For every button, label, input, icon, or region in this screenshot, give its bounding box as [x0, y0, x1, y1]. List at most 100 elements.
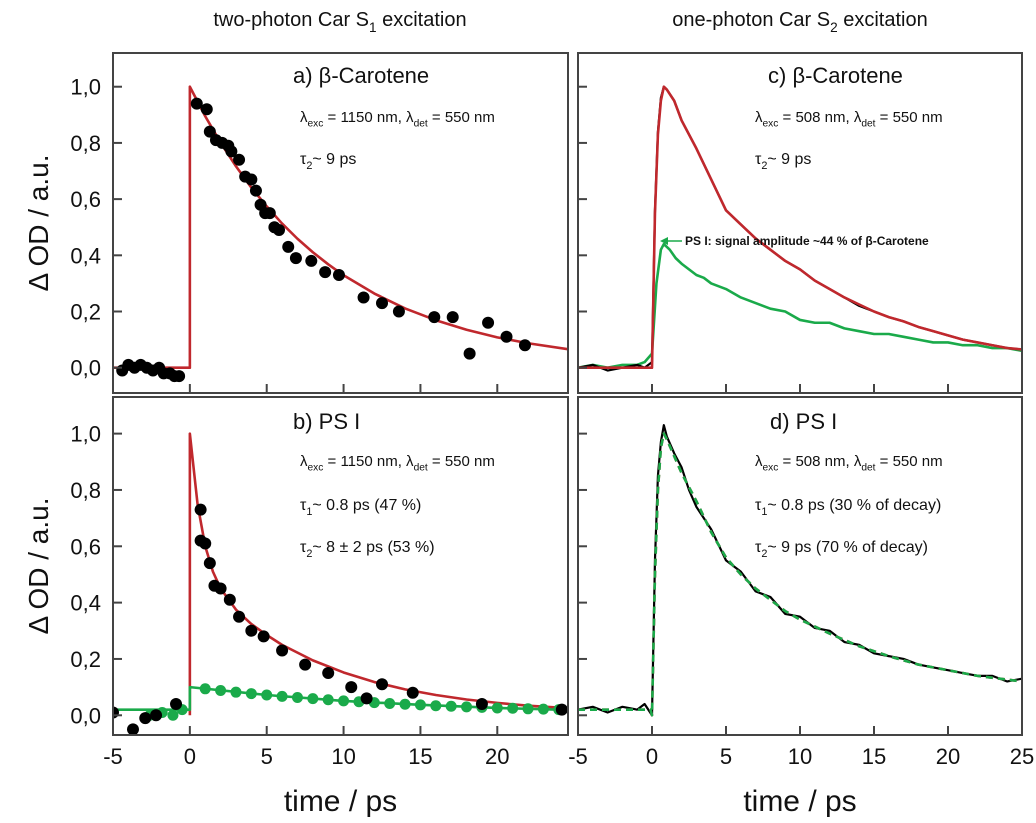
data-point [322, 667, 335, 680]
x-axis-label: time / ps [743, 785, 856, 818]
x-tick-label: 20 [485, 744, 509, 769]
panel-title: c) β-Carotene [768, 63, 903, 88]
data-point [537, 703, 549, 715]
annotation-part: exc [763, 119, 779, 130]
data-point [307, 693, 319, 705]
annotation-part: = 550 nm [428, 453, 495, 470]
annotation-part: λ [300, 453, 308, 470]
panel-title: b) PS I [293, 409, 360, 434]
data-point [482, 316, 495, 329]
annotation-part: = 550 nm [876, 109, 943, 126]
data-point [249, 184, 262, 197]
annotation: τ2~ 8 ± 2 ps (53 %) [300, 539, 435, 560]
data-point [230, 686, 242, 698]
data-point [214, 582, 227, 595]
callout: PS I: signal amplitude ~44 % of β-Carote… [685, 234, 929, 248]
data-point [233, 153, 246, 166]
data-point [428, 311, 441, 324]
data-point [376, 678, 389, 691]
y-tick-label: 0,8 [70, 131, 101, 156]
annotation-part: ~ 0.8 ps (47 %) [312, 497, 421, 514]
annotation-part: = 1150 nm, λ [323, 109, 414, 126]
column-title-part: two-photon Car S [213, 9, 369, 31]
y-axis-label: Δ OD / a.u. [23, 498, 54, 635]
y-tick-label: 0,8 [70, 478, 101, 503]
data-point [322, 694, 334, 706]
annotation: λexc = 1150 nm, λdet = 550 nm [300, 453, 495, 474]
data-point [245, 624, 258, 637]
annotation: τ2~ 9 ps [755, 151, 811, 172]
data-point [199, 537, 212, 550]
data-point [263, 207, 276, 220]
data-point [282, 240, 295, 253]
data-line [578, 85, 1022, 372]
annotation-part: = 508 nm, λ [778, 109, 861, 126]
data-point [299, 658, 312, 671]
data-point [233, 610, 246, 623]
y-axis-label: Δ OD / a.u. [23, 155, 54, 292]
callout-arrowhead [660, 237, 668, 245]
data-point [200, 103, 213, 116]
annotation: λexc = 508 nm, λdet = 550 nm [755, 109, 943, 130]
data-line [188, 432, 568, 716]
column-title-part: 2 [830, 20, 838, 35]
data-point [215, 684, 227, 696]
panel-frame [112, 396, 569, 736]
annotation-part: λ [755, 453, 763, 470]
y-tick-label: 0,4 [70, 591, 101, 616]
x-tick-label: 15 [408, 744, 432, 769]
data-point [491, 702, 503, 714]
data-point [257, 630, 270, 643]
panel-title: a) β-Carotene [293, 63, 429, 88]
data-point [507, 702, 519, 714]
annotation: λexc = 1150 nm, λdet = 550 nm [300, 109, 495, 130]
annotation-part: det [861, 119, 875, 130]
x-tick-label: -5 [103, 744, 123, 769]
data-point [445, 700, 457, 712]
data-point [384, 697, 396, 709]
annotation-part: = 1150 nm, λ [323, 453, 414, 470]
annotation-part: ~ 9 ps [767, 151, 811, 168]
x-tick-label: 5 [261, 744, 273, 769]
annotation-part: τ [755, 151, 762, 168]
panel-frame [112, 52, 569, 394]
annotation-part: 1 [761, 506, 767, 518]
data-point [463, 347, 476, 360]
panel-title-part: d) PS I [770, 409, 837, 434]
annotation-part: det [861, 463, 875, 474]
data-line [578, 432, 1022, 717]
data-point [194, 503, 207, 516]
y-tick-label: 1,0 [70, 422, 101, 447]
annotation-part: λ [300, 109, 308, 126]
annotation-part: = 508 nm, λ [778, 453, 861, 470]
y-tick-label: 0,4 [70, 243, 101, 268]
annotation-part: det [414, 119, 428, 130]
annotation-part: 2 [761, 548, 767, 560]
column-title-part: 1 [369, 20, 377, 35]
annotation: λexc = 508 nm, λdet = 550 nm [755, 453, 943, 474]
data-point [203, 557, 216, 570]
annotation: τ2~ 9 ps [300, 151, 356, 172]
annotation-part: exc [763, 463, 779, 474]
annotation: τ1~ 0.8 ps (47 %) [300, 497, 421, 518]
plot-area [578, 424, 1022, 717]
y-tick-label: 0,0 [70, 703, 101, 728]
data-point [376, 297, 389, 310]
data-point [345, 681, 358, 694]
y-tick-label: 1,0 [70, 75, 101, 100]
panel-title-part: a) β-Carotene [293, 63, 429, 88]
annotation-part: τ [300, 151, 307, 168]
data-line [113, 85, 568, 370]
x-axis-label: time / ps [284, 785, 397, 818]
annotation-part: ~ 0.8 ps (30 % of decay) [767, 497, 941, 514]
data-point [555, 703, 568, 716]
x-tick-label: 10 [331, 744, 355, 769]
annotation-part: 1 [306, 506, 312, 518]
data-point [223, 593, 236, 606]
data-point [150, 709, 163, 722]
x-tick-label: 0 [646, 744, 658, 769]
data-point [332, 268, 345, 281]
panel-title-part: b) PS I [293, 409, 360, 434]
